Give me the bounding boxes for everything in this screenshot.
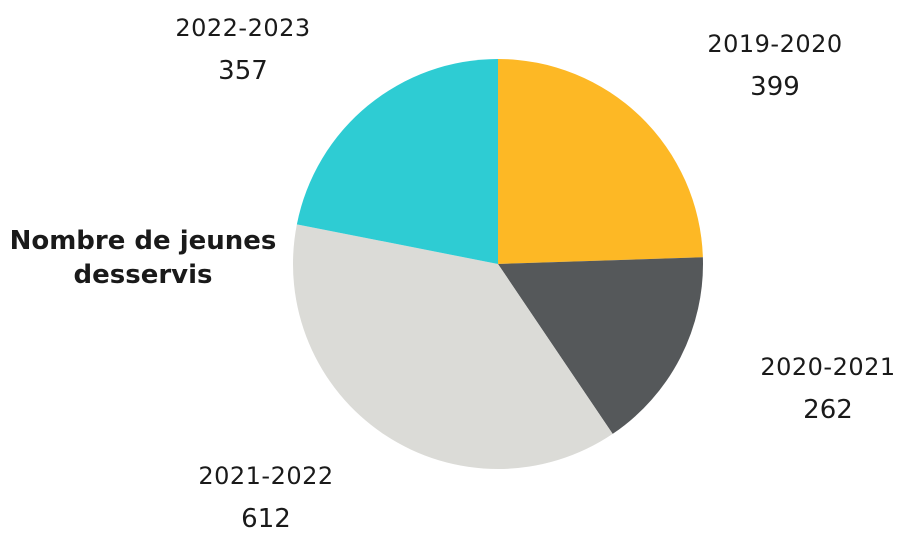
chart-title: Nombre de jeunes desservis [0, 225, 286, 293]
pie-slice-2022-2023 [296, 59, 498, 264]
slice-category-label: 2020-2021 [760, 353, 896, 381]
slice-value-label: 357 [218, 56, 268, 86]
pie-slice-2019-2020 [498, 59, 703, 264]
slice-value-label: 399 [750, 72, 800, 102]
pie-slice-2021-2022 [292, 224, 613, 470]
slice-category-label: 2019-2020 [707, 30, 843, 58]
chart-title-text: Nombre de jeunes desservis [9, 226, 277, 290]
slice-label-2022-2023: 2022-2023 357 [157, 14, 329, 86]
slice-category-label: 2021-2022 [198, 462, 334, 490]
slice-label-2021-2022: 2021-2022 612 [180, 462, 352, 534]
slice-label-2019-2020: 2019-2020 399 [690, 30, 860, 102]
slice-value-label: 262 [803, 395, 853, 425]
slice-category-label: 2022-2023 [175, 14, 311, 42]
pie-slice-2020-2021 [498, 257, 704, 434]
slice-value-label: 612 [241, 504, 291, 534]
slice-label-2020-2021: 2020-2021 262 [742, 353, 911, 425]
